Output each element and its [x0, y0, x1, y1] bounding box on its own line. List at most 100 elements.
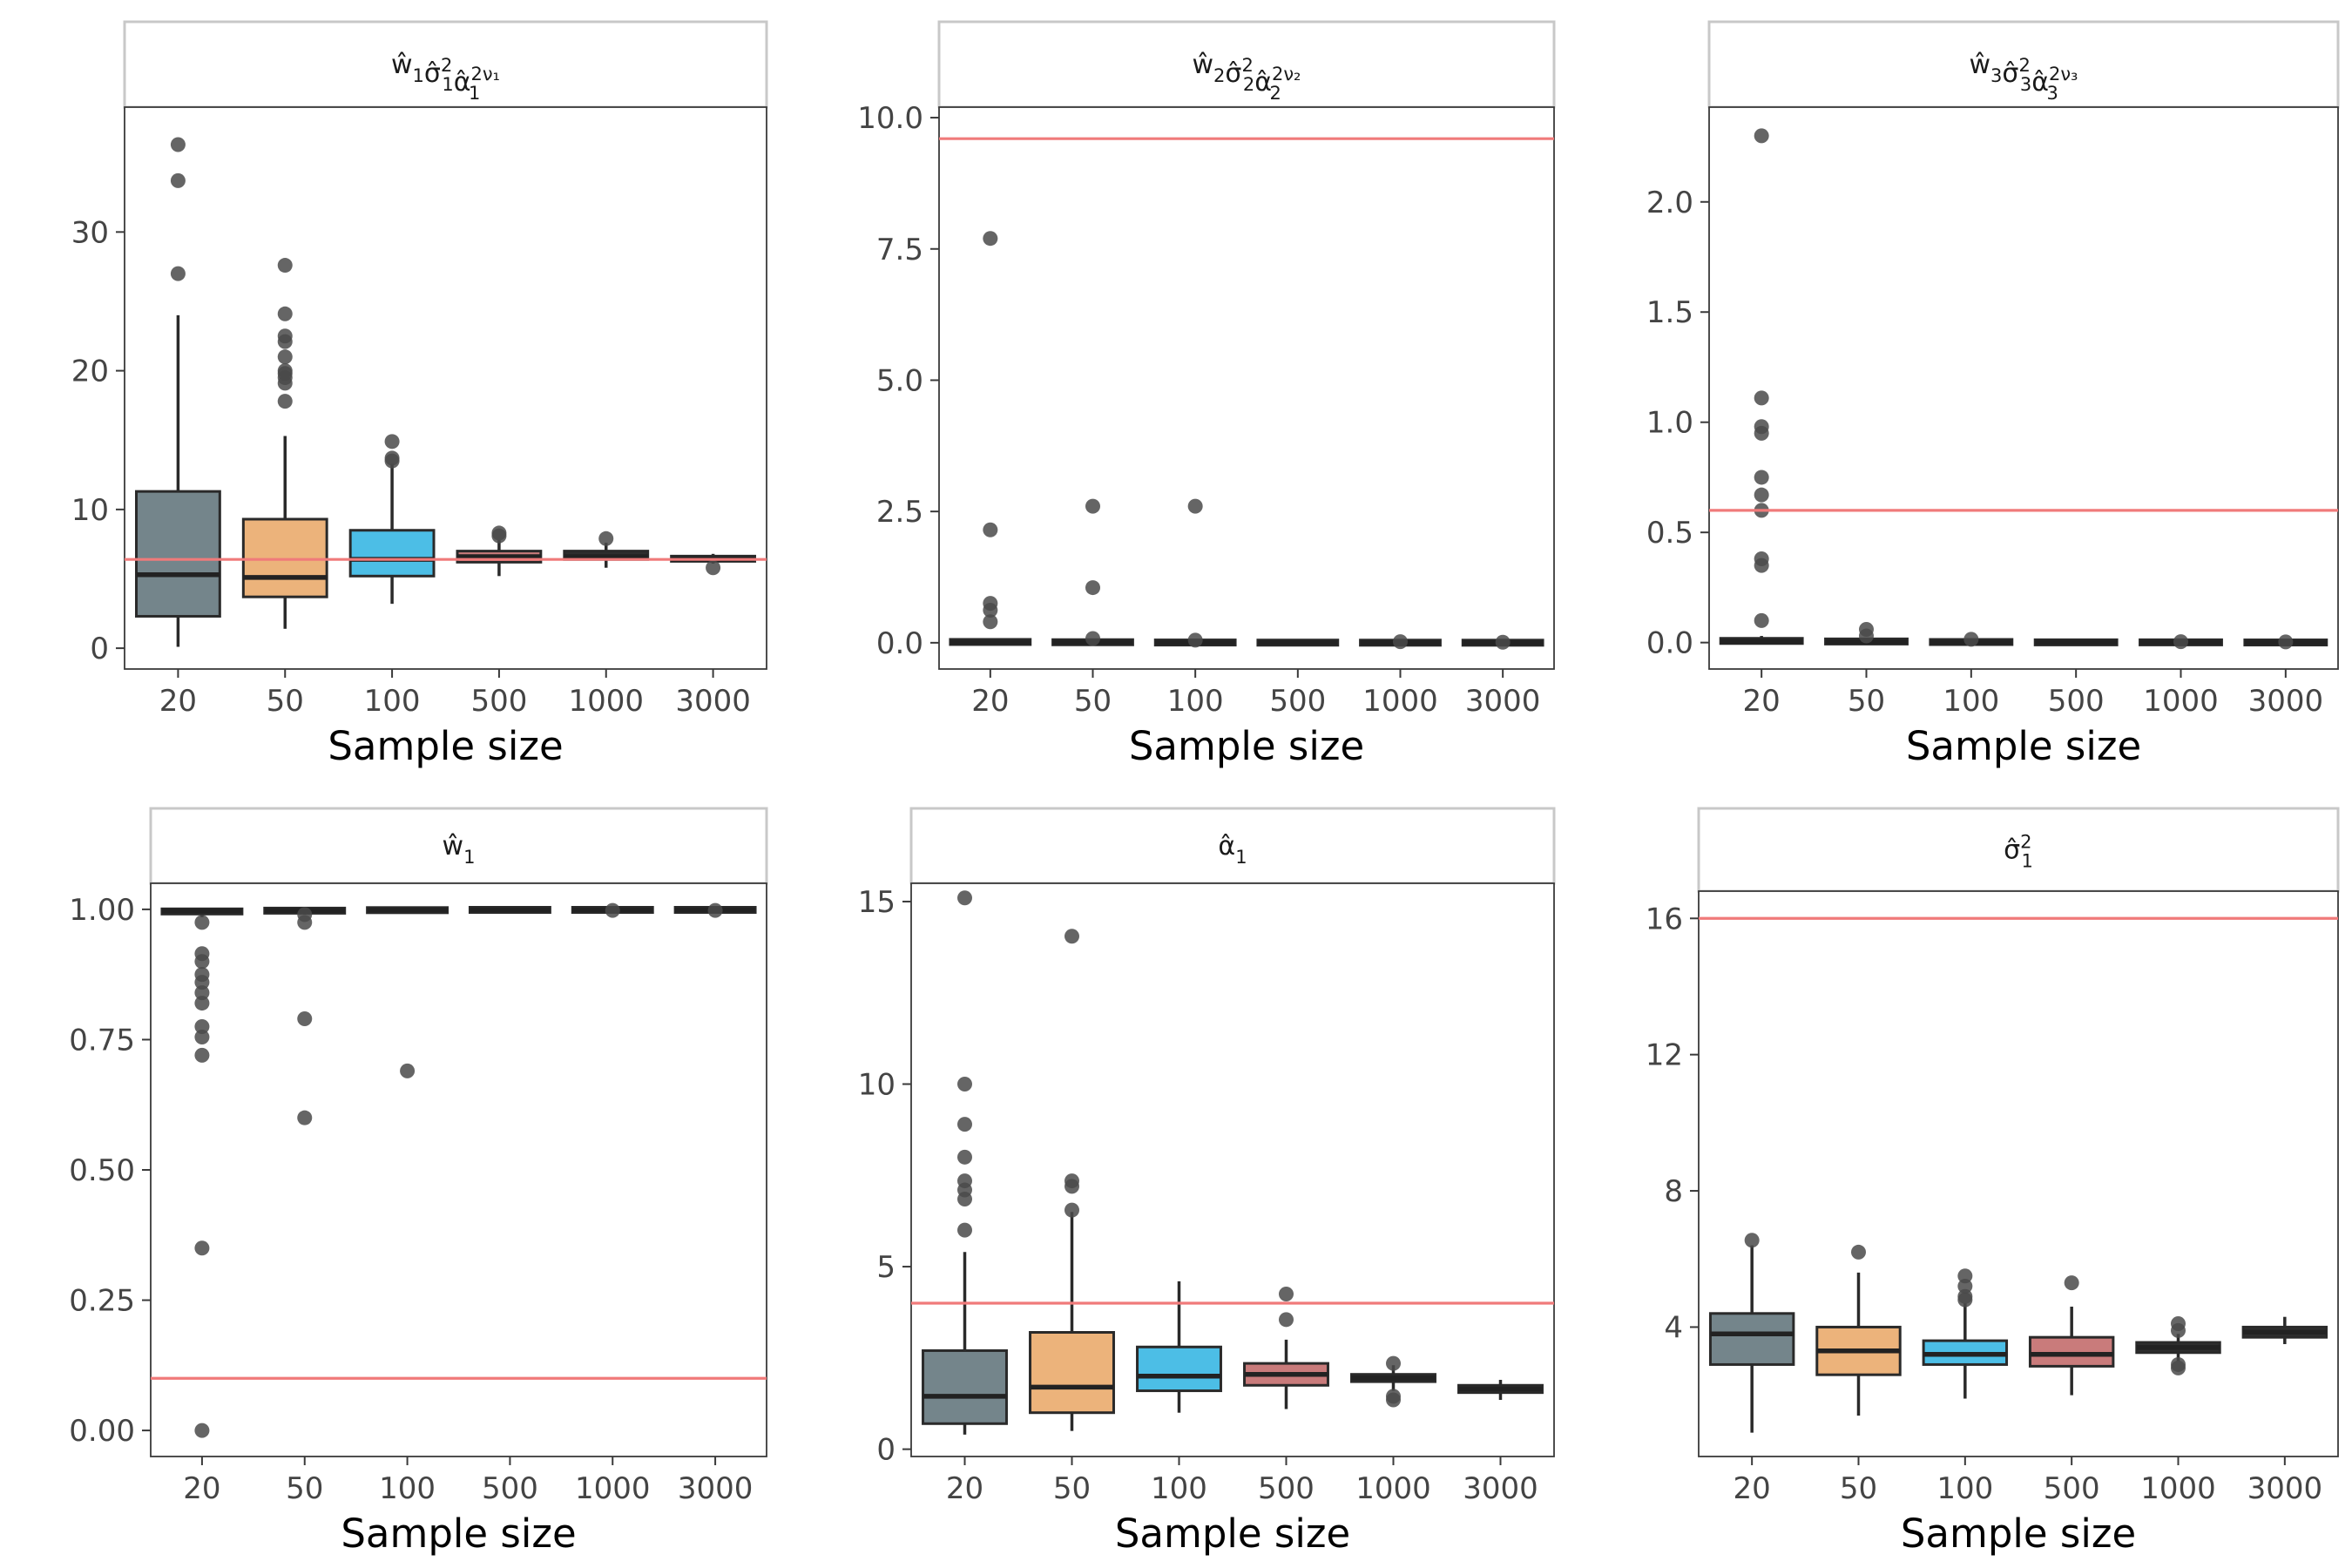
outlier-point — [1085, 631, 1100, 646]
facet-title: ŵ3σ̂2 3α̂2ν₃ 3 — [1970, 50, 2078, 104]
outlier-point — [1495, 634, 1511, 650]
outlier-point — [194, 915, 210, 930]
x-tick-label: 100 — [1943, 684, 1999, 719]
y-tick-label: 5.0 — [876, 363, 923, 398]
y-tick-label: 1.5 — [1646, 295, 1693, 330]
y-tick-label: 15 — [858, 885, 896, 920]
outlier-point — [194, 946, 210, 962]
panel-frame — [1708, 106, 2339, 670]
outlier-point — [1859, 621, 1874, 637]
x-tick-label: 20 — [183, 1471, 220, 1506]
x-tick-label: 1000 — [2143, 684, 2219, 719]
box-20 — [1719, 128, 1804, 645]
facet-panel-1: ŵ1σ̂2 1α̂2ν₁ 1 0 10 20 30 20 50 100 500 1000 3000 Sam… — [71, 20, 768, 769]
outlier-point — [983, 614, 998, 630]
panel-frame — [910, 882, 1555, 1457]
outlier-point — [1754, 612, 1769, 628]
outlier-point — [957, 890, 972, 906]
outlier-point — [1187, 632, 1203, 648]
outlier-point — [194, 996, 210, 1011]
outlier-point — [983, 522, 998, 537]
x-axis-title: Sample size — [1129, 723, 1364, 769]
x-axis-title: Sample size — [341, 1511, 576, 1557]
y-tick-label: 5 — [876, 1250, 896, 1285]
y-tick-label: 0.00 — [69, 1414, 135, 1449]
facet-strip — [1697, 807, 2340, 893]
outlier-point — [277, 306, 293, 321]
box-1000 — [2139, 634, 2223, 650]
box-20 — [1708, 1233, 1795, 1433]
outlier-point — [170, 172, 186, 188]
y-tick-label: 2.5 — [876, 495, 923, 530]
box-1000 — [1359, 634, 1442, 650]
outlier-point — [194, 1029, 210, 1044]
x-tick-label: 3000 — [678, 1471, 754, 1506]
outlier-point — [983, 596, 998, 612]
outlier-point — [2278, 634, 2294, 650]
outlier-point — [2173, 634, 2188, 650]
outlier-point — [1064, 1173, 1079, 1189]
x-tick-label: 1000 — [2140, 1471, 2216, 1506]
x-tick-label: 3000 — [675, 684, 751, 719]
box-3000 — [1457, 1379, 1544, 1401]
outlier-point — [1393, 634, 1408, 650]
x-tick-label: 1000 — [1362, 684, 1438, 719]
facet-title: σ̂2 1 — [2004, 832, 2033, 872]
outlier-point — [957, 1077, 972, 1092]
x-tick-label: 20 — [1743, 684, 1781, 719]
box-3000 — [2243, 634, 2328, 650]
y-tick-label: 0 — [90, 632, 109, 666]
box-iqr — [1029, 1331, 1115, 1415]
x-tick-label: 20 — [159, 684, 197, 719]
outlier-point — [957, 1117, 972, 1132]
outlier-point — [1085, 498, 1100, 514]
outlier-point — [194, 985, 210, 1001]
outlier-point — [2171, 1316, 2186, 1332]
y-tick-label: 1.00 — [69, 893, 135, 928]
outlier-point — [384, 434, 400, 449]
x-axis-title: Sample size — [1906, 723, 2141, 769]
x-tick-label: 50 — [1074, 684, 1112, 719]
outlier-point — [194, 1423, 210, 1438]
outlier-point — [170, 137, 186, 152]
outlier-point — [277, 328, 293, 344]
facet-strip — [909, 807, 1556, 885]
box-iqr — [922, 1348, 1008, 1425]
x-tick-label: 3000 — [1465, 684, 1541, 719]
facet-title: α̂1 — [1218, 831, 1247, 868]
outlier-point — [1957, 1279, 1973, 1294]
facet-strip — [149, 807, 768, 885]
x-tick-label: 500 — [470, 684, 527, 719]
y-tick-label: 1.0 — [1646, 406, 1693, 441]
box-50 — [1029, 929, 1115, 1431]
y-tick-label: 10.0 — [857, 101, 923, 136]
outlier-point — [1085, 580, 1100, 596]
box-1000 — [2135, 1316, 2221, 1375]
outlier-point — [1754, 419, 1769, 435]
x-tick-label: 20 — [1734, 1471, 1771, 1506]
x-tick-label: 1000 — [1355, 1471, 1431, 1506]
outlier-point — [1279, 1312, 1294, 1328]
outlier-point — [170, 266, 186, 281]
box-100 — [1922, 1268, 2009, 1399]
y-tick-label: 20 — [71, 355, 109, 389]
outlier-point — [1957, 1268, 1973, 1284]
y-tick-label: 7.5 — [876, 233, 923, 267]
box-100 — [1136, 1281, 1222, 1413]
outlier-point — [957, 1222, 972, 1238]
outlier-point — [1064, 929, 1079, 944]
x-axis-title: Sample size — [1901, 1511, 2136, 1557]
x-tick-label: 3000 — [2247, 1471, 2323, 1506]
outlier-point — [277, 258, 293, 274]
box-100 — [366, 906, 449, 1078]
x-tick-label: 500 — [1269, 684, 1326, 719]
outlier-point — [194, 1047, 210, 1063]
outlier-point — [1187, 498, 1203, 514]
box-1000 — [1350, 1355, 1436, 1408]
box-iqr — [1708, 1312, 1795, 1366]
box-50 — [263, 906, 347, 1125]
outlier-point — [1754, 390, 1769, 406]
x-tick-label: 500 — [2044, 1471, 2100, 1506]
box-3000 — [1461, 634, 1544, 650]
outlier-point — [1963, 632, 1979, 647]
